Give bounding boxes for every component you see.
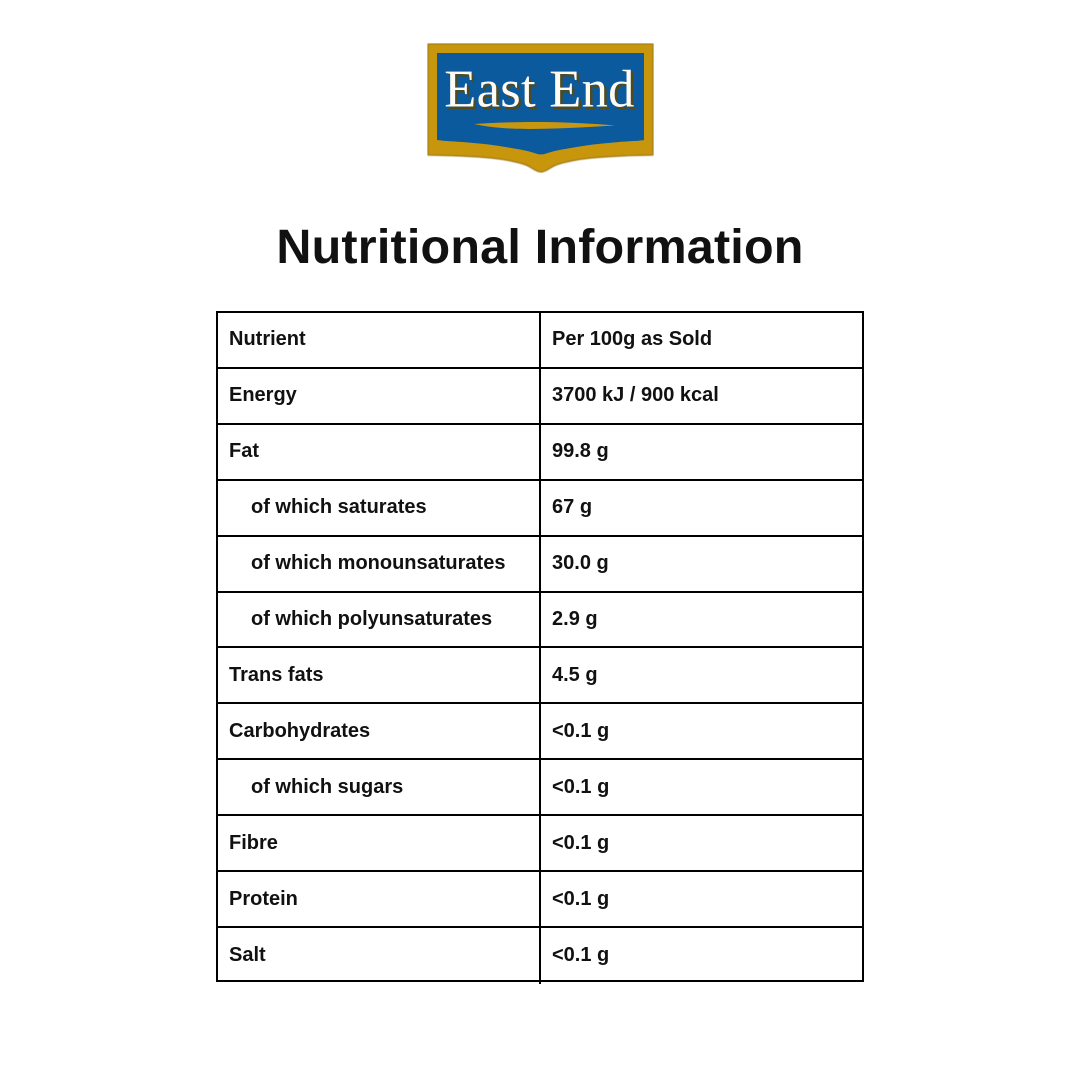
svg-text:East End: East End bbox=[444, 61, 634, 119]
